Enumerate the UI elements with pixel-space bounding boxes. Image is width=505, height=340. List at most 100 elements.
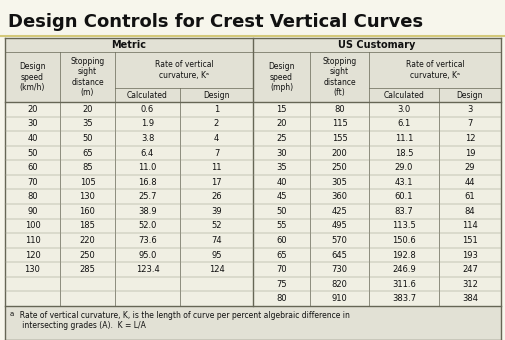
Text: 0.6: 0.6 — [140, 105, 154, 114]
Text: 80: 80 — [276, 294, 286, 303]
Text: 26: 26 — [211, 192, 221, 201]
Text: 645: 645 — [331, 251, 347, 259]
Text: 61: 61 — [464, 192, 474, 201]
Text: 910: 910 — [331, 294, 347, 303]
Text: 192.8: 192.8 — [391, 251, 415, 259]
Text: 7: 7 — [214, 149, 219, 157]
Text: 39: 39 — [211, 207, 221, 216]
Text: 29.0: 29.0 — [394, 163, 413, 172]
Text: 60.1: 60.1 — [394, 192, 413, 201]
Text: 130: 130 — [79, 192, 95, 201]
Text: 17: 17 — [211, 177, 221, 187]
Text: 114: 114 — [461, 221, 477, 231]
Text: 30: 30 — [276, 149, 286, 157]
Text: Rate of vertical
curvature, Kᵃ: Rate of vertical curvature, Kᵃ — [405, 60, 464, 80]
Text: 55: 55 — [276, 221, 286, 231]
Text: 60: 60 — [276, 236, 286, 245]
Text: 43.1: 43.1 — [394, 177, 413, 187]
Text: 75: 75 — [276, 279, 286, 289]
Text: 123.4: 123.4 — [135, 265, 159, 274]
Text: 60: 60 — [27, 163, 38, 172]
Text: 360: 360 — [331, 192, 347, 201]
Text: 20: 20 — [82, 105, 92, 114]
Text: Stopping
sight
distance
(m): Stopping sight distance (m) — [70, 57, 105, 97]
Text: Rate of vertical curvature, K, is the length of curve per percent algebraic diff: Rate of vertical curvature, K, is the le… — [15, 311, 349, 330]
Text: 1.9: 1.9 — [141, 119, 154, 129]
Text: Design
speed
(mph): Design speed (mph) — [268, 62, 294, 92]
Text: 38.9: 38.9 — [138, 207, 157, 216]
Text: Design: Design — [456, 90, 482, 100]
Text: 105: 105 — [79, 177, 95, 187]
Text: 84: 84 — [464, 207, 474, 216]
Text: Rate of vertical
curvature, Kᵃ: Rate of vertical curvature, Kᵃ — [155, 60, 213, 80]
Text: 12: 12 — [464, 134, 474, 143]
Text: 130: 130 — [25, 265, 40, 274]
Text: 246.9: 246.9 — [391, 265, 415, 274]
Text: 18.5: 18.5 — [394, 149, 413, 157]
Text: 74: 74 — [211, 236, 221, 245]
Text: Design Controls for Crest Vertical Curves: Design Controls for Crest Vertical Curve… — [8, 13, 422, 31]
Text: 110: 110 — [25, 236, 40, 245]
Text: 11: 11 — [211, 163, 221, 172]
Text: 730: 730 — [331, 265, 347, 274]
Text: 90: 90 — [27, 207, 38, 216]
Text: 15: 15 — [276, 105, 286, 114]
Bar — [5, 102, 500, 306]
Text: 124: 124 — [208, 265, 224, 274]
Text: Metric: Metric — [111, 40, 146, 50]
Text: 820: 820 — [331, 279, 347, 289]
Text: 65: 65 — [276, 251, 286, 259]
Text: a: a — [10, 311, 14, 317]
Text: 155: 155 — [331, 134, 347, 143]
Bar — [0, 0, 505, 38]
Text: 193: 193 — [461, 251, 477, 259]
Text: 305: 305 — [331, 177, 347, 187]
Text: 70: 70 — [27, 177, 38, 187]
Text: 40: 40 — [276, 177, 286, 187]
Text: 185: 185 — [79, 221, 95, 231]
Text: 29: 29 — [464, 163, 474, 172]
Text: 200: 200 — [331, 149, 347, 157]
Text: 44: 44 — [464, 177, 474, 187]
Text: 7: 7 — [467, 119, 472, 129]
Text: 151: 151 — [461, 236, 477, 245]
Text: 73.6: 73.6 — [138, 236, 157, 245]
Text: 115: 115 — [331, 119, 347, 129]
Text: 425: 425 — [331, 207, 347, 216]
Text: 3: 3 — [467, 105, 472, 114]
Text: 50: 50 — [27, 149, 38, 157]
Text: 35: 35 — [82, 119, 92, 129]
Text: 85: 85 — [82, 163, 92, 172]
Text: 50: 50 — [276, 207, 286, 216]
Text: 25.7: 25.7 — [138, 192, 157, 201]
Text: 11.1: 11.1 — [394, 134, 413, 143]
Text: 220: 220 — [79, 236, 95, 245]
Text: 120: 120 — [25, 251, 40, 259]
Text: Design
speed
(km/h): Design speed (km/h) — [19, 62, 45, 92]
Bar — [5, 38, 500, 102]
Text: US Customary: US Customary — [338, 40, 415, 50]
Text: 52.0: 52.0 — [138, 221, 157, 231]
Text: 52: 52 — [211, 221, 221, 231]
Text: 95.0: 95.0 — [138, 251, 157, 259]
Text: 160: 160 — [79, 207, 95, 216]
Text: 20: 20 — [27, 105, 38, 114]
Text: 6.1: 6.1 — [396, 119, 410, 129]
Text: 113.5: 113.5 — [391, 221, 415, 231]
Text: 2: 2 — [214, 119, 219, 129]
Text: 4: 4 — [214, 134, 219, 143]
Text: 25: 25 — [276, 134, 286, 143]
Text: 495: 495 — [331, 221, 347, 231]
Text: 570: 570 — [331, 236, 347, 245]
Text: 11.0: 11.0 — [138, 163, 157, 172]
Text: 35: 35 — [276, 163, 286, 172]
Text: 83.7: 83.7 — [394, 207, 413, 216]
Text: 95: 95 — [211, 251, 221, 259]
Text: 45: 45 — [276, 192, 286, 201]
Text: 311.6: 311.6 — [391, 279, 415, 289]
Text: 285: 285 — [79, 265, 95, 274]
Text: 383.7: 383.7 — [391, 294, 415, 303]
Text: Stopping
sight
distance
(ft): Stopping sight distance (ft) — [322, 57, 356, 97]
Text: 80: 80 — [333, 105, 344, 114]
Text: 70: 70 — [276, 265, 286, 274]
